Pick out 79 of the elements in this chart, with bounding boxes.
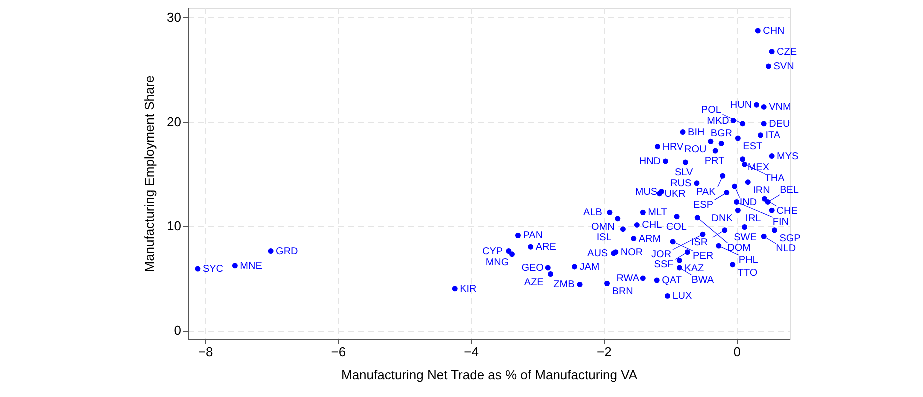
annotation: JAM (580, 262, 600, 273)
annotation: LUX (672, 291, 693, 302)
annotation: DNK (712, 214, 734, 225)
annotation: BIH (688, 127, 705, 138)
annotation: NOR (620, 247, 644, 258)
annotation: RUS (670, 178, 692, 190)
annotation: DOM (728, 242, 751, 254)
annotation: SGP (780, 233, 802, 244)
annotation: MYS (777, 151, 800, 162)
annotation: ESP (693, 200, 714, 211)
annotation: ISR (691, 237, 708, 248)
annotation: PER (693, 250, 714, 262)
annotation: ROU (684, 144, 707, 156)
annotation: SSF (654, 259, 674, 270)
annotation: ISL (596, 232, 612, 244)
annotation: NLD (776, 244, 796, 255)
annotation: RWA (616, 273, 640, 284)
annotation: SVN (774, 61, 794, 72)
annotation: GRD (276, 246, 298, 258)
annotation: AZE (524, 277, 544, 288)
x-tick-label: −8 (198, 344, 214, 360)
annotation: IND (740, 198, 758, 209)
annotation: CYP (482, 246, 504, 258)
annotation: BRN (612, 286, 634, 298)
annotation: AUS (588, 248, 608, 260)
y-tick-label: 10 (167, 218, 182, 234)
annotation: OMN (592, 222, 615, 233)
y-tick-label: 0 (174, 323, 182, 338)
annotation: HUN (730, 100, 752, 112)
annotation: PAN (523, 230, 544, 242)
annotation: QAT (662, 276, 682, 287)
annotation: PHL (738, 255, 759, 266)
x-tick-label: 0 (734, 344, 741, 360)
annotation: THA (764, 174, 786, 185)
annotation: JOR (652, 250, 672, 261)
annotation: SYC (202, 264, 224, 276)
annotation: ALB (584, 208, 603, 219)
x-tick-label: −2 (597, 344, 612, 360)
annotation: SWE (734, 232, 758, 244)
annotation: PRT (704, 156, 725, 168)
annotation: HRV (662, 142, 684, 153)
annotation: MNG (486, 257, 510, 268)
annotation: IRL (746, 214, 762, 225)
annotation: ARM (638, 234, 662, 245)
annotation: ZMB (554, 280, 576, 291)
annotation: CZE (777, 46, 798, 58)
annotation: COL (666, 222, 688, 233)
y-tick-label: 20 (167, 114, 182, 130)
annotation: DEU (769, 118, 790, 130)
y-tick-label: 30 (167, 10, 182, 25)
annotation: CHL (642, 220, 663, 232)
annotation: ITA (766, 130, 781, 142)
annotation: GEO (522, 262, 544, 274)
annotation: MNE (240, 260, 263, 272)
annotation: BWA (692, 274, 714, 286)
annotation: EST (743, 142, 763, 153)
x-axis-title: Manufacturing Net Trade as % of Manufacturing VA (341, 368, 638, 382)
annotation: BGR (710, 128, 733, 140)
annotation: PAK (696, 187, 716, 198)
annotation: UKR (664, 188, 686, 200)
annotation: KIR (460, 284, 477, 295)
annotation: HND (639, 156, 662, 168)
annotation: MUS (635, 186, 658, 198)
annotation: CHE (776, 206, 798, 218)
x-tick-label: −4 (464, 344, 479, 360)
annotation: POL (701, 104, 722, 116)
annotation: FIN (772, 217, 789, 228)
x-tick-label: −6 (331, 344, 346, 360)
annotation: MKD (707, 116, 730, 127)
annotation: BEL (780, 185, 800, 196)
annotation: IRN (753, 185, 770, 196)
annotation: MLT (648, 208, 668, 219)
annotation: TTO (738, 268, 758, 279)
annotation: KAZ (684, 264, 704, 275)
annotation: ARE (536, 242, 557, 254)
annotation: CHN (763, 26, 785, 37)
y-axis-title: Manufacturing Employment Share (142, 76, 158, 272)
annotation: VNM (769, 102, 792, 114)
annotation: SLV (674, 168, 694, 179)
